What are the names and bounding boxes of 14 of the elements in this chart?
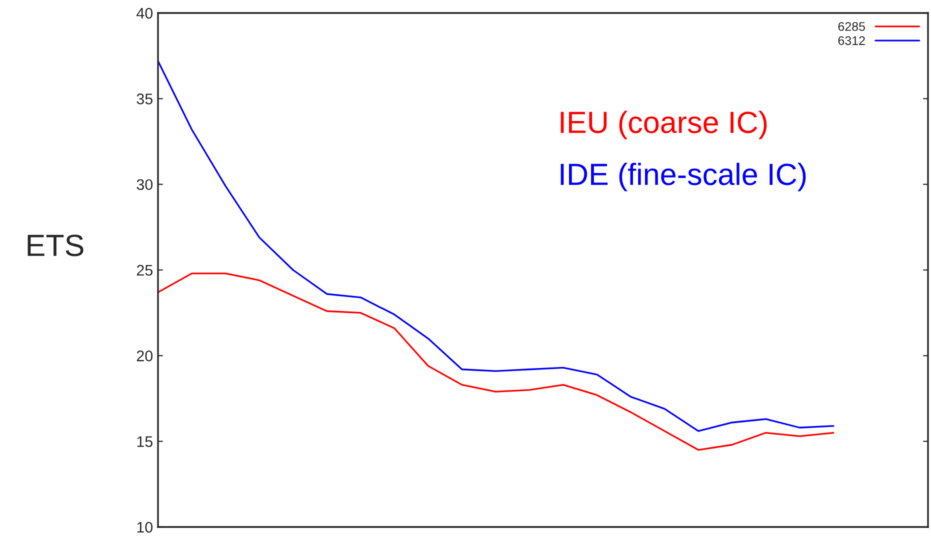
y-tick-label: 30 <box>136 179 153 190</box>
y-tick-label: 25 <box>136 264 152 276</box>
y-tick-label: 40 <box>136 8 153 19</box>
y-tick-label: 20 <box>136 350 153 362</box>
annotation: IEU (coarse IC) <box>560 110 767 140</box>
annotation: IDE (fine-scale IC) <box>560 162 806 192</box>
legend-label: 6312 <box>838 36 865 46</box>
y-tick-label: 15 <box>137 436 152 448</box>
legend-label: 6285 <box>838 22 865 31</box>
y-tick-label: 10 <box>137 522 153 533</box>
y-axis-title: ETS <box>28 234 84 256</box>
line-series <box>158 272 834 451</box>
y-tick-label: 35 <box>136 94 152 104</box>
line-series <box>158 60 834 432</box>
